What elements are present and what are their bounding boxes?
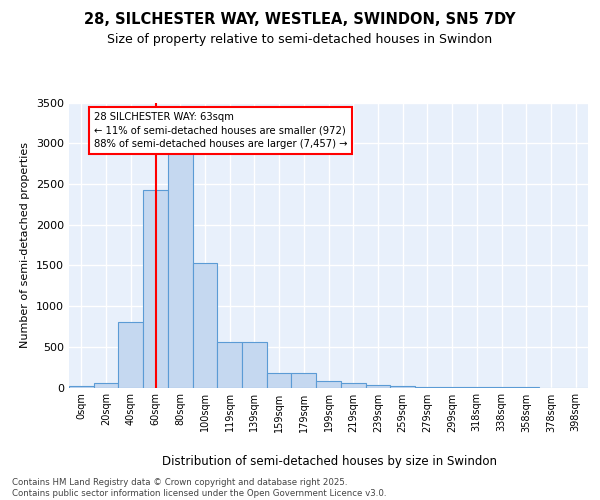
Bar <box>341 384 365 388</box>
Bar <box>390 386 415 388</box>
Bar <box>168 153 193 388</box>
Bar <box>94 383 118 388</box>
Bar <box>193 263 217 388</box>
Bar <box>242 342 267 388</box>
Text: Distribution of semi-detached houses by size in Swindon: Distribution of semi-detached houses by … <box>163 454 497 468</box>
Text: Size of property relative to semi-detached houses in Swindon: Size of property relative to semi-detach… <box>107 32 493 46</box>
Bar <box>267 373 292 388</box>
Text: Contains HM Land Registry data © Crown copyright and database right 2025.
Contai: Contains HM Land Registry data © Crown c… <box>12 478 386 498</box>
Text: 28, SILCHESTER WAY, WESTLEA, SWINDON, SN5 7DY: 28, SILCHESTER WAY, WESTLEA, SWINDON, SN… <box>84 12 516 28</box>
Bar <box>118 322 143 388</box>
Bar <box>365 384 390 388</box>
Bar <box>292 373 316 388</box>
Bar <box>69 386 94 388</box>
Bar <box>316 382 341 388</box>
Text: 28 SILCHESTER WAY: 63sqm
← 11% of semi-detached houses are smaller (972)
88% of : 28 SILCHESTER WAY: 63sqm ← 11% of semi-d… <box>94 112 347 148</box>
Bar <box>217 342 242 388</box>
Bar <box>143 190 168 388</box>
Y-axis label: Number of semi-detached properties: Number of semi-detached properties <box>20 142 31 348</box>
